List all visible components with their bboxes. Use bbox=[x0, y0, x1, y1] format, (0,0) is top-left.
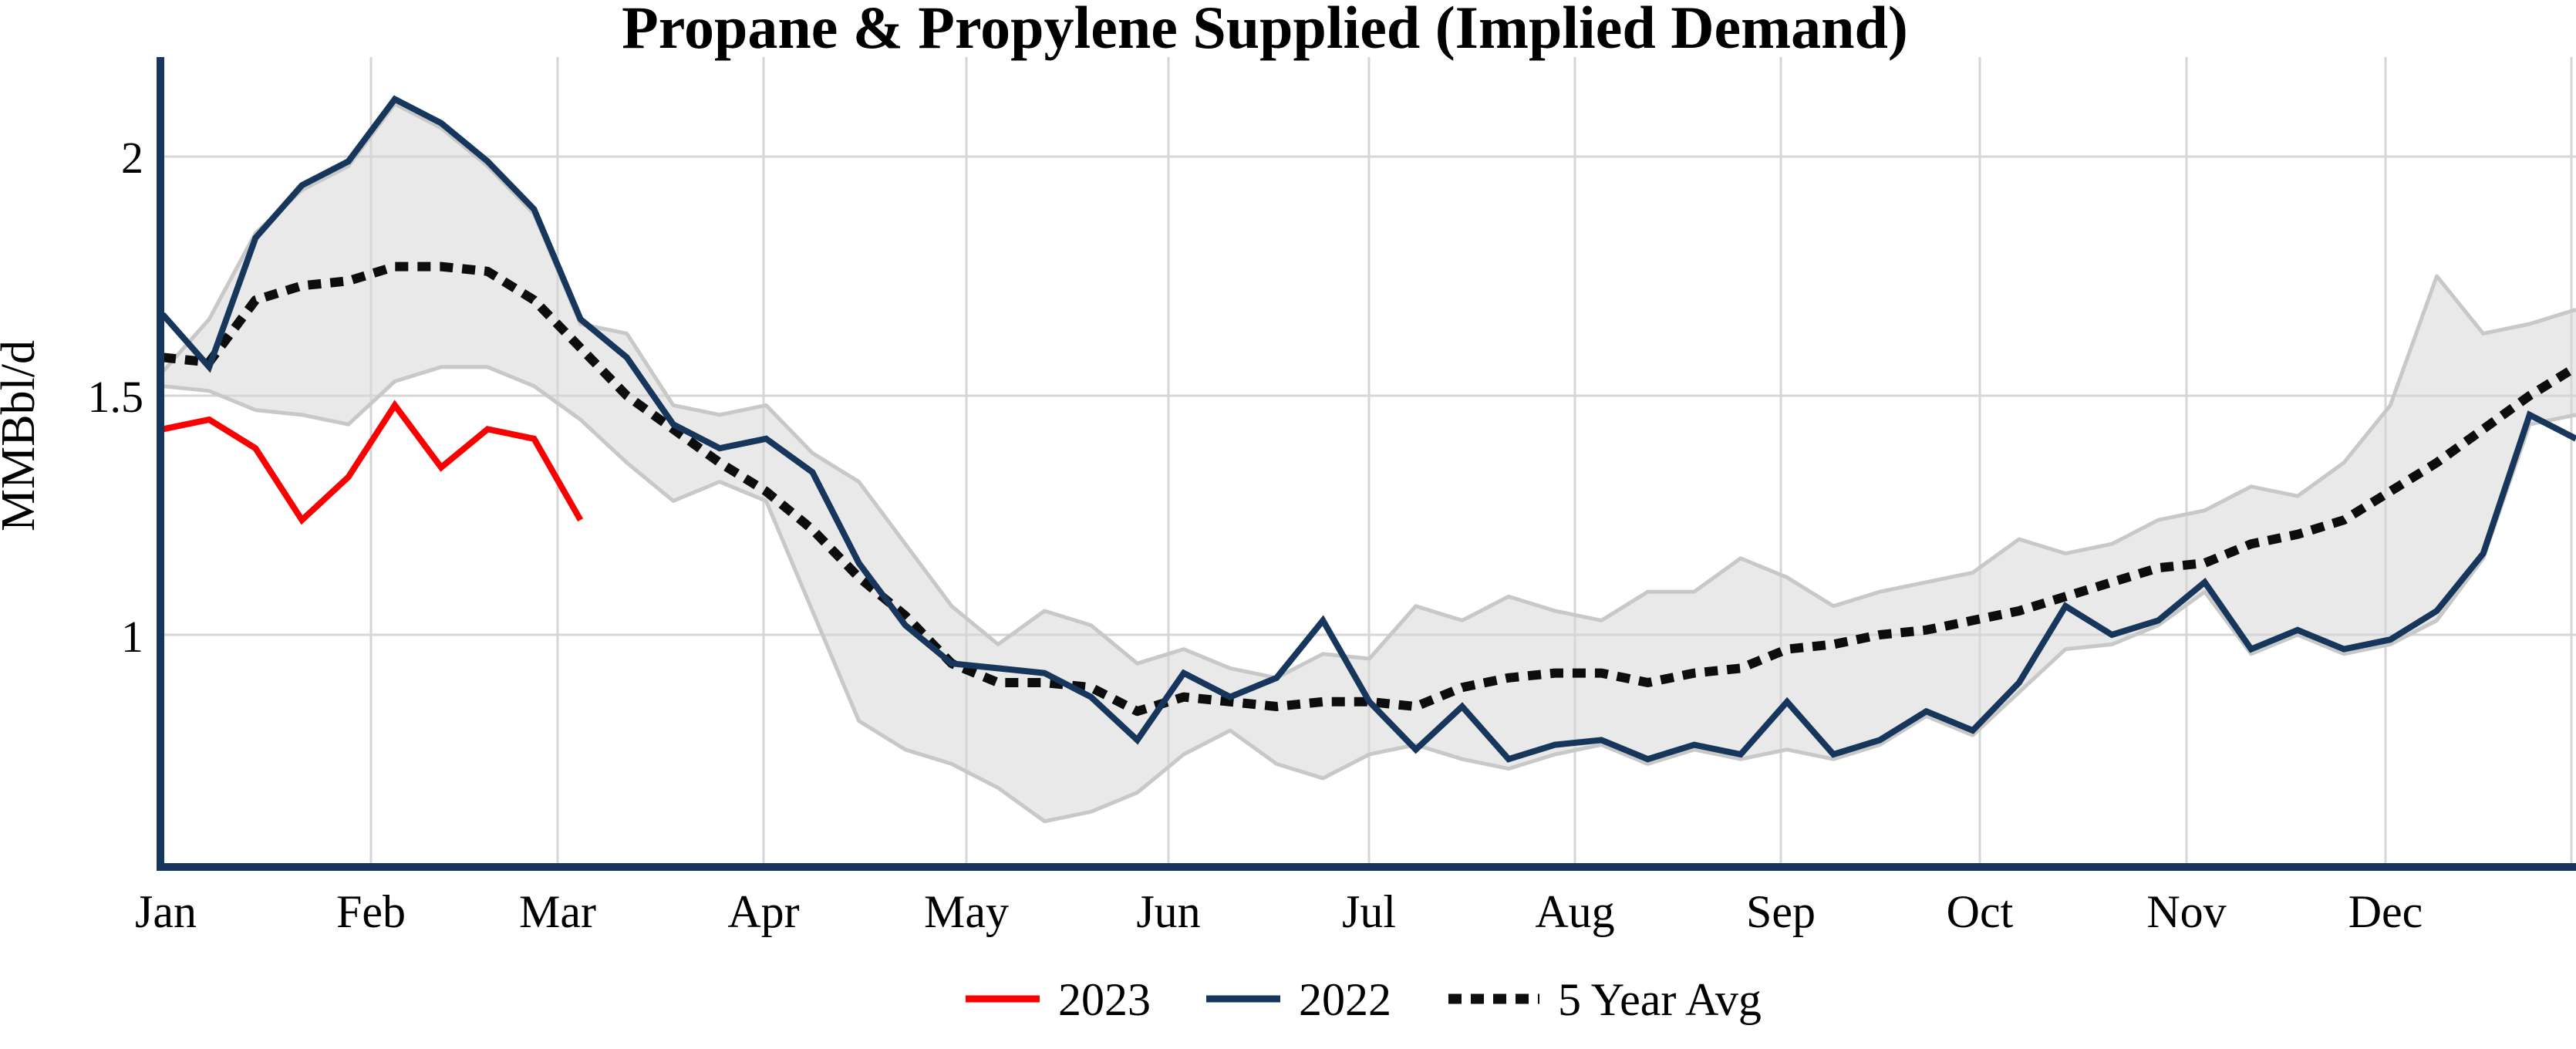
legend-5yr-label: 5 Year Avg bbox=[1558, 974, 1762, 1025]
month-oct: Oct bbox=[1947, 886, 2014, 937]
legend-2023-label: 2023 bbox=[1058, 974, 1151, 1025]
month-jul: Jul bbox=[1342, 886, 1396, 937]
y-axis-label: MMBbl/d bbox=[0, 340, 45, 531]
five-year-range-fill bbox=[163, 103, 2576, 821]
x-month-labels: Jan Feb Mar Apr May Jun Jul Aug Sep Oct … bbox=[135, 886, 2423, 937]
gridlines bbox=[160, 57, 2576, 867]
month-sep: Sep bbox=[1746, 886, 1816, 937]
month-nov: Nov bbox=[2146, 886, 2226, 937]
legend-2022-label: 2022 bbox=[1299, 974, 1391, 1025]
month-aug: Aug bbox=[1535, 886, 1614, 937]
month-feb: Feb bbox=[336, 886, 406, 937]
month-dec: Dec bbox=[2348, 886, 2423, 937]
legend: 2023 2022 5 Year Avg bbox=[966, 974, 1762, 1025]
month-jun: Jun bbox=[1136, 886, 1200, 937]
y-tick-labels: 2 1.5 1 bbox=[88, 133, 144, 662]
month-may: May bbox=[924, 886, 1009, 937]
month-jan: Jan bbox=[135, 886, 197, 937]
month-mar: Mar bbox=[519, 886, 596, 937]
y-tick-1-5: 1.5 bbox=[88, 372, 144, 422]
band-bottom-edge bbox=[162, 365, 2576, 824]
line-2023 bbox=[162, 400, 584, 525]
line-5-year-avg bbox=[162, 261, 2576, 717]
data-series bbox=[160, 95, 2576, 763]
chart-title: Propane & Propylene Supplied (Implied De… bbox=[622, 0, 1908, 61]
line-2022 bbox=[160, 95, 2576, 763]
axes bbox=[157, 57, 2576, 871]
month-apr: Apr bbox=[727, 886, 799, 937]
five-year-range-band bbox=[163, 103, 2576, 821]
y-tick-2: 2 bbox=[121, 133, 143, 183]
y-tick-1: 1 bbox=[121, 612, 143, 662]
